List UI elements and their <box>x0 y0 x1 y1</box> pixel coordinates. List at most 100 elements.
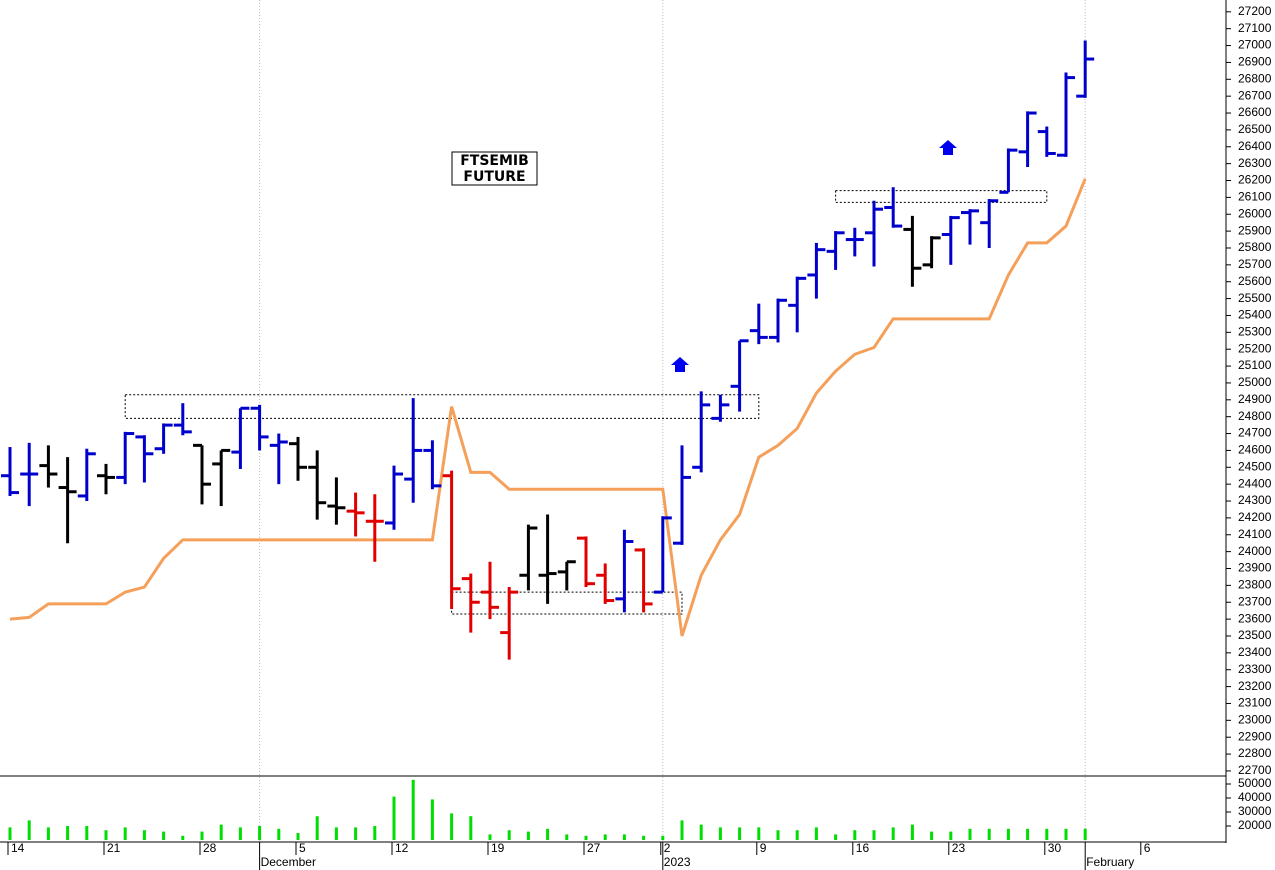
y-tick-label: 24100 <box>1238 527 1272 541</box>
y-tick-label: 25500 <box>1238 291 1272 305</box>
volume-bar <box>200 831 204 840</box>
y-tick-label: 25700 <box>1238 257 1272 271</box>
signal-arrow <box>939 140 957 155</box>
volume-bar <box>546 828 550 840</box>
y-tick-label: 24700 <box>1238 426 1272 440</box>
y-tick-label: 22900 <box>1238 729 1272 743</box>
y-tick-label: 25600 <box>1238 274 1272 288</box>
volume-bar <box>85 826 89 840</box>
volume-bar <box>565 834 569 840</box>
x-tick-label: 14 <box>11 841 25 855</box>
y-tick-label: 23200 <box>1238 679 1272 693</box>
volume-bar <box>642 835 646 840</box>
y-tick-label: 24000 <box>1238 544 1272 558</box>
volume-bar <box>258 826 262 840</box>
volume-bar <box>699 824 703 840</box>
x-tick-label: 21 <box>107 841 121 855</box>
y-tick-label: 23100 <box>1238 696 1272 710</box>
volume-bar <box>219 824 223 840</box>
volume-bar <box>315 816 319 840</box>
x-tick-label: 28 <box>203 841 217 855</box>
volume-bar <box>1064 828 1068 840</box>
y-tick-label: 26800 <box>1238 71 1272 85</box>
volume-bar <box>968 828 972 840</box>
y-tick-label: 24800 <box>1238 409 1272 423</box>
volume-bar <box>411 779 415 840</box>
volume-bar <box>450 813 454 840</box>
y-tick-label: 23500 <box>1238 628 1272 642</box>
signal-arrow <box>671 357 689 372</box>
y-tick-label: 26900 <box>1238 55 1272 69</box>
x-tick-label: 19 <box>491 841 505 855</box>
volume-bar <box>238 827 242 840</box>
y-tick-label: 26100 <box>1238 190 1272 204</box>
volume-bar <box>834 834 838 840</box>
x-tick-label: 12 <box>395 841 409 855</box>
chart-title: FUTURE <box>463 169 525 185</box>
volume-bar <box>181 835 185 840</box>
trend-line <box>9 178 1087 637</box>
volume-bar <box>507 830 511 840</box>
x-tick-label: 23 <box>952 841 966 855</box>
y-tick-label: 26500 <box>1238 122 1272 136</box>
volume-bar <box>795 830 799 840</box>
volume-bar <box>373 826 377 840</box>
volume-bar <box>66 826 70 840</box>
y-tick-label: 22800 <box>1238 746 1272 760</box>
volume-bar <box>603 834 607 840</box>
volume-bar <box>277 828 281 840</box>
y-tick-label: 24300 <box>1238 493 1272 507</box>
volume-bar <box>296 833 300 840</box>
mark-layer <box>1 40 1095 840</box>
volume-tick-label: 20000 <box>1238 818 1272 832</box>
y-tick-label: 25300 <box>1238 325 1272 339</box>
y-tick-label: 25000 <box>1238 375 1272 389</box>
y-tick-label: 25900 <box>1238 223 1272 237</box>
y-tick-label: 24900 <box>1238 392 1272 406</box>
y-tick-label: 24500 <box>1238 459 1272 473</box>
y-tick-label: 24400 <box>1238 476 1272 490</box>
volume-bar <box>930 831 934 840</box>
y-tick-label: 26200 <box>1238 173 1272 187</box>
y-tick-label: 24600 <box>1238 443 1272 457</box>
x-tick-label: 30 <box>1048 841 1062 855</box>
y-tick-label: 27000 <box>1238 38 1272 52</box>
y-tick-label: 24200 <box>1238 510 1272 524</box>
y-tick-label: 23400 <box>1238 645 1272 659</box>
volume-bar <box>8 827 12 840</box>
chart-title: FTSEMIB <box>460 153 529 169</box>
volume-bar <box>949 831 953 840</box>
x-tick-label: 6 <box>1144 841 1151 855</box>
y-tick-label: 22700 <box>1238 763 1272 777</box>
volume-bar <box>814 827 818 840</box>
y-tick-label: 23300 <box>1238 662 1272 676</box>
volume-bar <box>162 831 166 840</box>
volume-bar <box>718 827 722 840</box>
y-tick-label: 27200 <box>1238 4 1272 18</box>
y-tick-label: 26700 <box>1238 88 1272 102</box>
volume-bar <box>622 834 626 840</box>
volume-bar <box>757 827 761 840</box>
volume-bar <box>1006 828 1010 840</box>
volume-bar <box>27 820 31 840</box>
y-tick-label: 23900 <box>1238 561 1272 575</box>
y-tick-label: 26400 <box>1238 139 1272 153</box>
zone-box <box>835 190 1048 203</box>
volume-bar <box>776 830 780 840</box>
volume-tick-label: 50000 <box>1238 776 1272 790</box>
y-tick-label: 26000 <box>1238 206 1272 220</box>
y-tick-label: 26600 <box>1238 105 1272 119</box>
volume-bar <box>392 796 396 840</box>
volume-bar <box>488 834 492 840</box>
volume-tick-label: 30000 <box>1238 804 1272 818</box>
volume-bar <box>853 830 857 840</box>
volume-bar <box>584 835 588 840</box>
volume-bar <box>104 830 108 840</box>
zone-box <box>124 394 760 419</box>
x-tick-label: 2 <box>664 841 671 855</box>
y-tick-label: 23600 <box>1238 611 1272 625</box>
volume-bar <box>738 827 742 840</box>
y-tick-label: 27100 <box>1238 21 1272 35</box>
volume-bar <box>334 827 338 840</box>
